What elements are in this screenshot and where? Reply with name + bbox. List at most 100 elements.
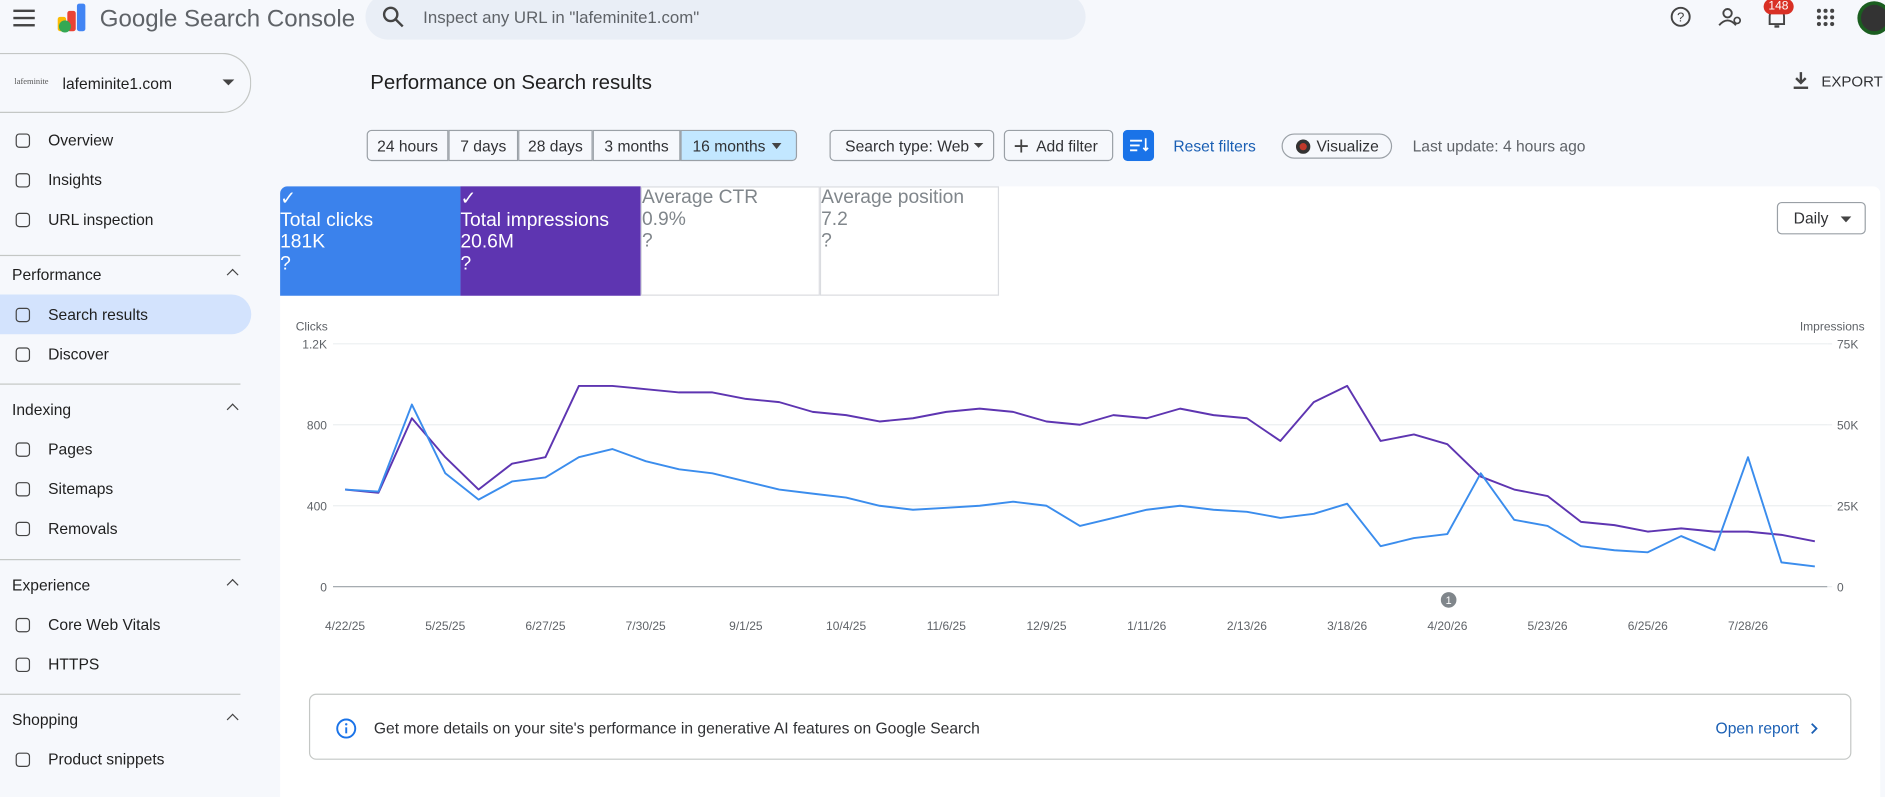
collapse-arrow (226, 578, 239, 591)
search-box[interactable]: Inspect any URL in "lafeminite1.com" (365, 0, 1086, 40)
metric-label: Average CTR (641, 187, 759, 208)
plus-icon (1014, 139, 1028, 153)
nav-item[interactable]: Product snippets (48, 750, 165, 769)
granularity-text: Daily (1793, 209, 1829, 228)
visualize-icon (1295, 139, 1311, 154)
filter-toggle[interactable] (1122, 129, 1155, 162)
range-button[interactable]: 24 hours (366, 129, 449, 162)
avatar[interactable] (1854, 0, 1885, 38)
dropdown-arrow (771, 143, 782, 150)
app-title: Google Search Console (99, 6, 356, 33)
divider (0, 559, 241, 561)
help-icon: ? (821, 230, 832, 252)
page-title: Performance on Search results (370, 70, 653, 94)
help-icon[interactable]: ? (1670, 6, 1692, 28)
nav-icon (15, 212, 31, 228)
visualize-button[interactable]: Visualize (1281, 133, 1393, 159)
collapse-arrow (226, 713, 239, 726)
property-name: lafeminite1.com (62, 74, 172, 93)
nav-item[interactable]: Core Web Vitals (48, 615, 161, 634)
metric-card[interactable]: Average CTR 0.9%? (640, 186, 820, 296)
range-button[interactable]: 16 months (680, 129, 798, 162)
notification-badge: 148 (1763, 0, 1794, 15)
nav-icon (15, 657, 31, 673)
nav-icon (15, 307, 31, 323)
dropdown-arrow (973, 143, 984, 148)
export-button[interactable]: EXPORT (1821, 73, 1883, 91)
nav-item[interactable]: HTTPS (48, 655, 100, 674)
svg-text:?: ? (1677, 10, 1684, 25)
menu-icon[interactable] (13, 8, 35, 27)
open-report-link[interactable]: Open report (1715, 718, 1799, 737)
section-title[interactable]: Performance (12, 265, 102, 284)
checkbox: ✓ (280, 188, 297, 210)
section-title[interactable]: Experience (12, 575, 91, 594)
metric-label: Total clicks (280, 210, 374, 231)
nav-icon (15, 482, 31, 497)
nav-icon (15, 617, 31, 633)
nav-item[interactable]: Search results (48, 305, 148, 324)
info-icon (336, 718, 357, 739)
nav-item[interactable]: URL inspection (48, 210, 154, 229)
divider (0, 254, 241, 257)
last-update: Last update: 4 hours ago (1412, 137, 1586, 156)
property-logo: lafeminite (14, 76, 49, 87)
nav-icon (15, 173, 31, 188)
nav-icon (15, 133, 31, 148)
add-filter-text: Add filter (1036, 136, 1098, 155)
nav-item[interactable]: Sitemaps (48, 479, 114, 498)
collapse-arrow (226, 268, 239, 281)
search-type-filter[interactable]: Search type: Web (829, 129, 995, 162)
metric-card[interactable]: ✓ Total impressions 20.6M? (460, 186, 641, 296)
metric-value: 7.2 (821, 209, 848, 230)
nav-icon (15, 521, 31, 537)
banner-text: Get more details on your site's performa… (373, 718, 980, 737)
users-icon[interactable] (1718, 6, 1742, 28)
collapse-arrow (226, 403, 239, 416)
nav-icon (15, 442, 31, 457)
nav-icon (15, 752, 31, 768)
range-button[interactable]: 3 months (592, 129, 681, 162)
metric-card[interactable]: Average position 7.2? (819, 186, 1000, 296)
section-title[interactable]: Indexing (12, 400, 72, 419)
help-icon: ? (460, 253, 472, 275)
nav-item[interactable]: Removals (48, 519, 118, 538)
logo (57, 3, 86, 33)
export-icon (1793, 72, 1809, 89)
range-button[interactable]: 7 days (448, 129, 519, 162)
metric-value: 0.9% (641, 209, 686, 230)
range-button[interactable]: 28 days (518, 129, 593, 162)
ai-banner: Get more details on your site's performa… (308, 693, 1852, 760)
reset-filters[interactable]: Reset filters (1173, 137, 1256, 156)
checkbox: ✓ (460, 188, 477, 210)
nav-item[interactable]: Insights (48, 170, 102, 189)
search-placeholder: Inspect any URL in "lafeminite1.com" (423, 7, 700, 27)
property-selector[interactable]: lafeminite lafeminite1.com (0, 52, 252, 114)
search-icon (382, 6, 404, 28)
section-title[interactable]: Shopping (12, 710, 79, 729)
divider (0, 693, 241, 695)
metric-label: Total impressions (460, 210, 610, 231)
nav-icon (15, 347, 31, 362)
search-type-text: Search type: Web (845, 136, 970, 155)
apps-icon[interactable] (1816, 8, 1835, 27)
help-icon: ? (641, 230, 653, 252)
metric-label: Average position (821, 187, 965, 208)
nav-item[interactable]: Overview (48, 131, 114, 150)
nav-item[interactable]: Discover (48, 345, 109, 364)
visualize-text: Visualize (1316, 137, 1379, 156)
metric-card[interactable]: ✓ Total clicks 181K? (280, 186, 461, 296)
dropdown-arrow (1840, 216, 1852, 223)
metric-value: 181K (280, 232, 326, 253)
help-icon: ? (280, 253, 291, 275)
nav-item[interactable]: Pages (48, 440, 93, 459)
chevron-icon (1811, 723, 1818, 734)
add-filter-button[interactable]: Add filter (1003, 129, 1114, 162)
nav-selected (0, 294, 252, 335)
metric-value: 20.6M (460, 232, 514, 253)
divider (0, 383, 241, 385)
granularity-dropdown[interactable]: Daily (1776, 201, 1866, 235)
